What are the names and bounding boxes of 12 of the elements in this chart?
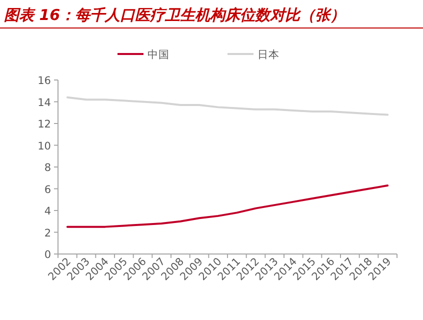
- y-tick-label: 8: [44, 162, 51, 174]
- y-tick-label: 14: [38, 96, 52, 109]
- y-tick-label: 2: [44, 227, 51, 240]
- legend-label: 日本: [258, 48, 280, 61]
- legend-label: 中国: [148, 48, 170, 61]
- y-tick-label: 4: [44, 206, 52, 218]
- y-tick-label: 12: [38, 118, 51, 130]
- y-tick-label: 6: [44, 184, 52, 196]
- y-tick-label: 16: [38, 75, 52, 87]
- y-tick-label: 10: [38, 140, 51, 152]
- y-tick-label: 0: [44, 249, 51, 261]
- chart-title: 图表 16：每千人口医疗卫生机构床位数对比（张）: [4, 6, 346, 24]
